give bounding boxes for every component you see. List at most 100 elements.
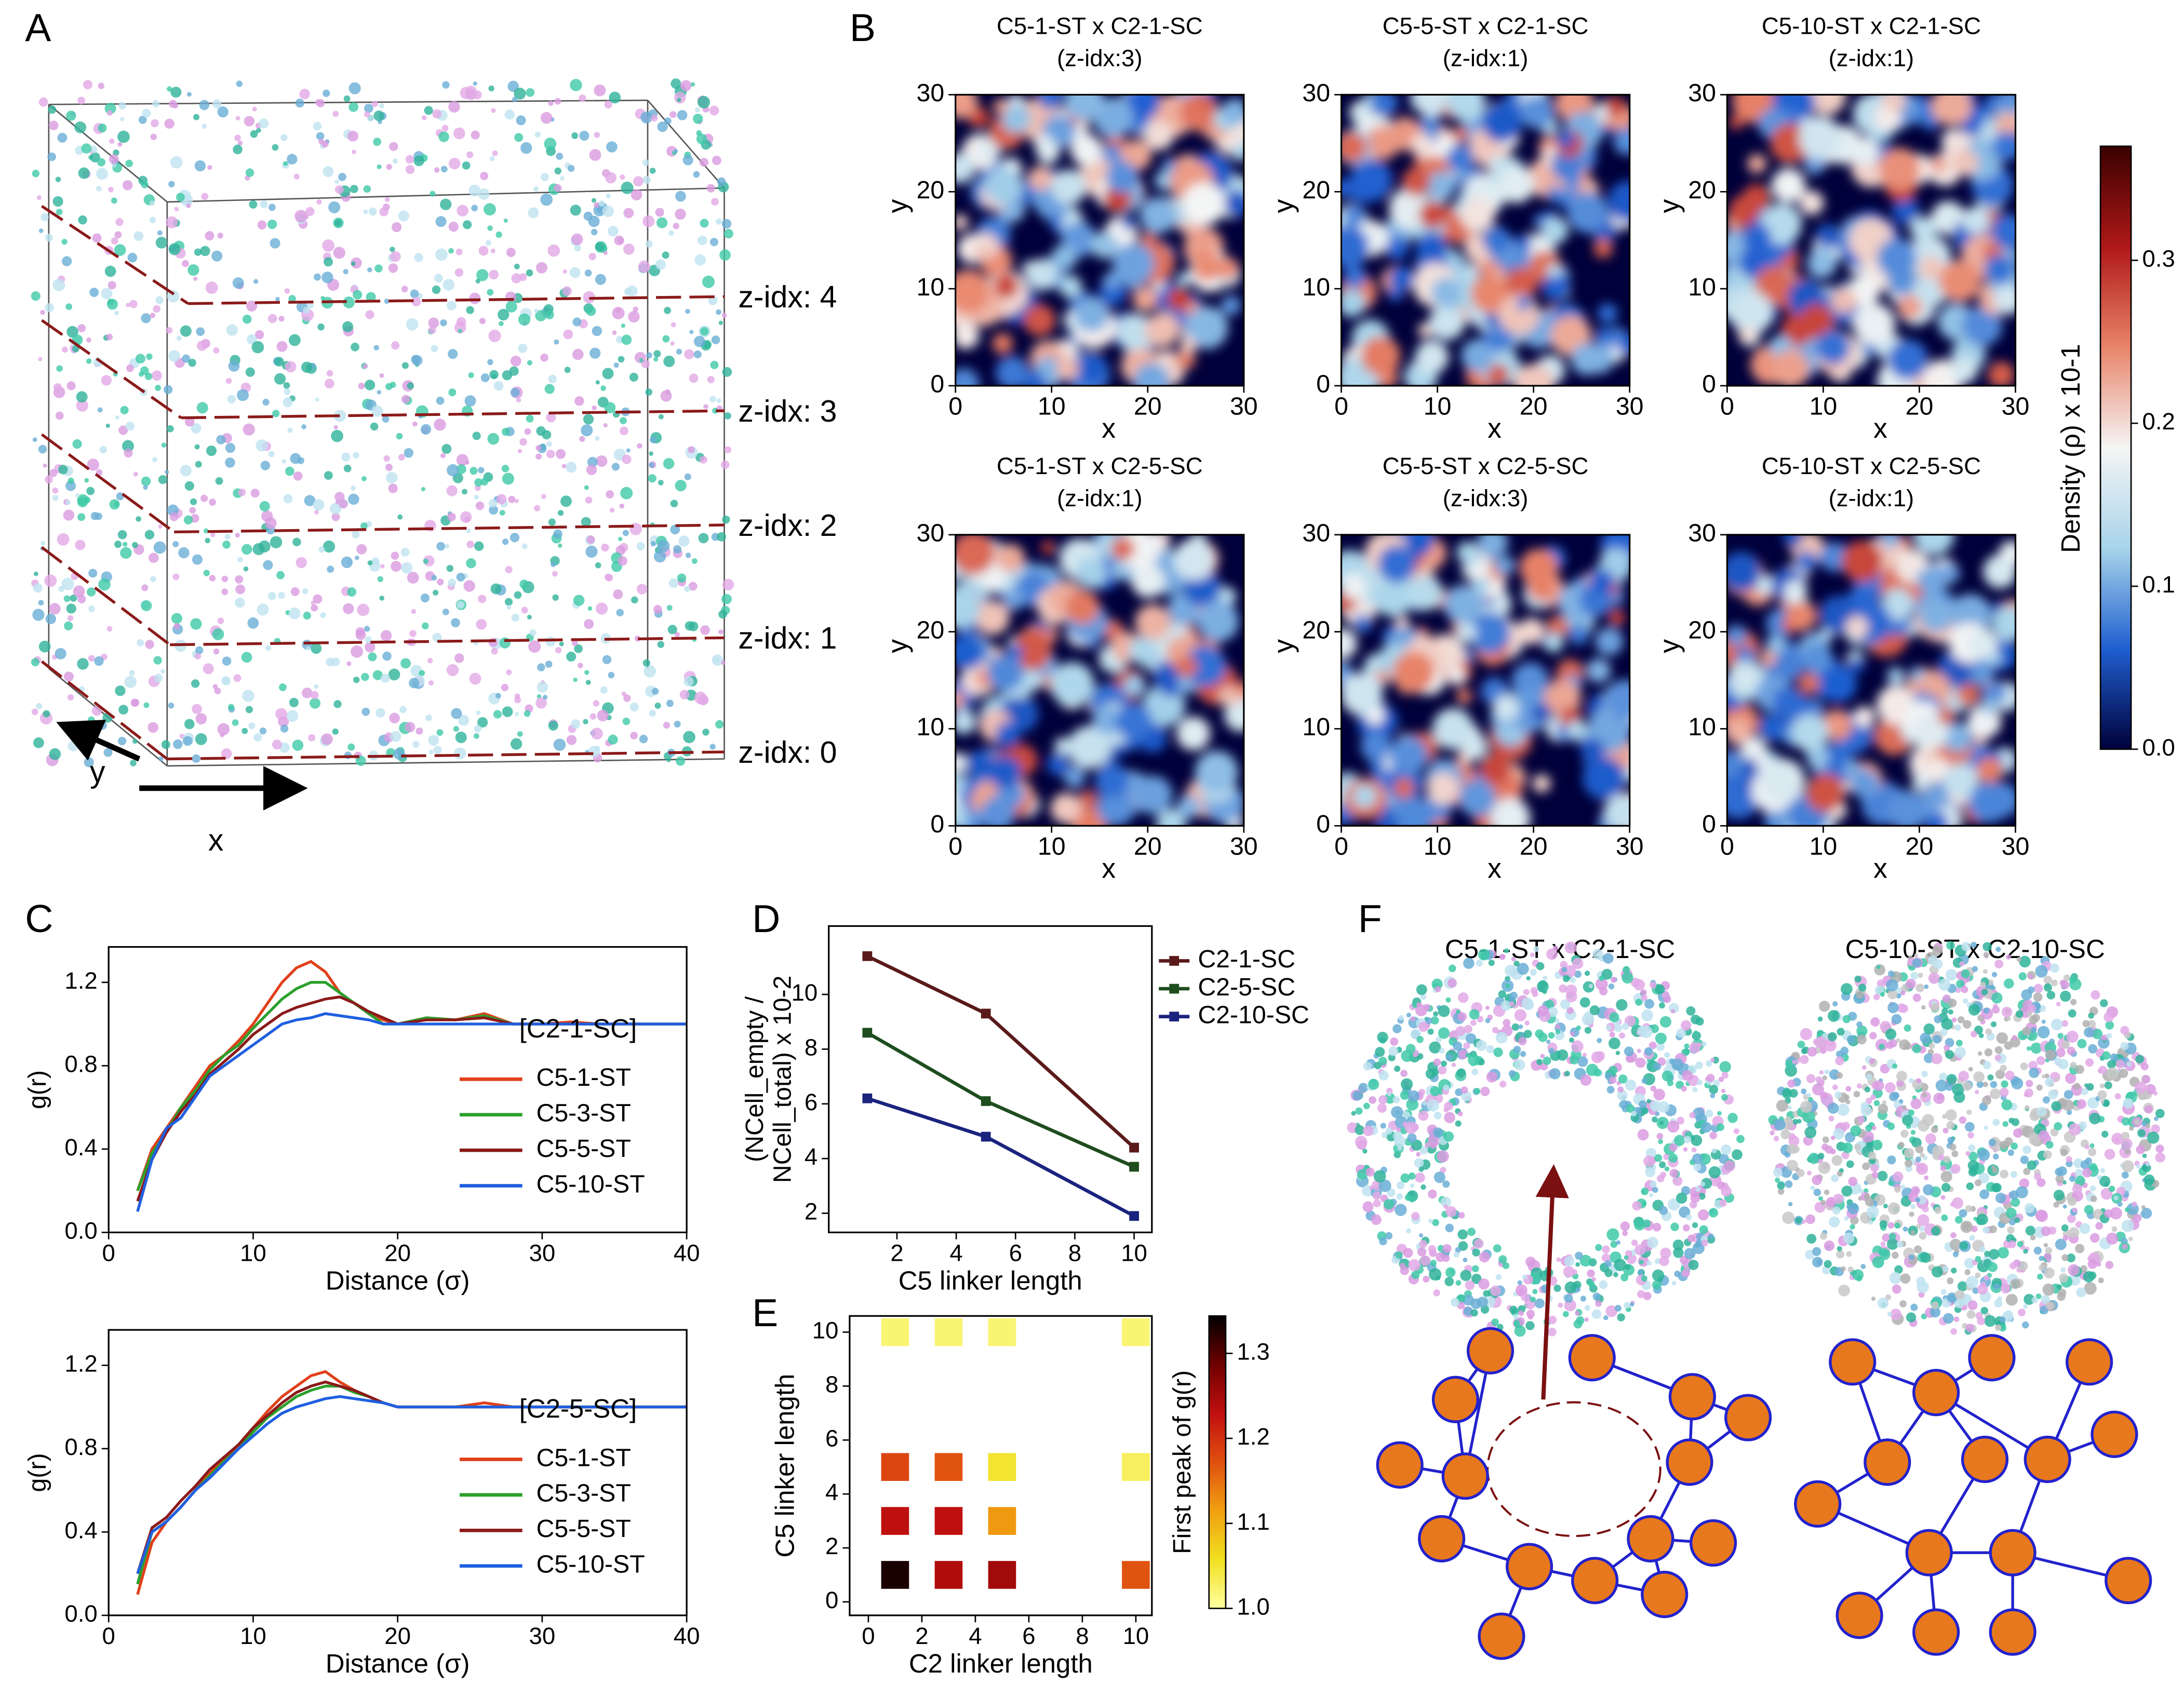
molecule-bead <box>56 177 61 182</box>
molecule-bead <box>2006 954 2011 960</box>
molecule-bead <box>1580 1296 1586 1301</box>
molecule-bead <box>516 398 521 402</box>
molecule-bead <box>2088 1044 2097 1054</box>
molecule-bead <box>1842 1122 1850 1129</box>
molecule-bead <box>410 290 419 299</box>
molecule-bead <box>2070 999 2076 1005</box>
density-blob <box>1547 264 1561 278</box>
molecule-bead <box>1878 1298 1888 1309</box>
molecule-bead <box>1417 1247 1426 1256</box>
molecule-bead <box>2000 1170 2008 1179</box>
molecule-bead <box>180 326 192 337</box>
y-tick-label: 0 <box>1702 370 1716 398</box>
molecule-bead <box>504 219 508 223</box>
molecule-bead <box>404 448 414 458</box>
molecule-bead <box>324 471 333 480</box>
molecule-bead <box>507 605 512 610</box>
molecule-bead <box>1400 1070 1408 1077</box>
molecule-bead <box>2142 1075 2151 1084</box>
density-blob <box>1224 190 1251 217</box>
molecule-bead <box>1841 1185 1852 1196</box>
molecule-bead <box>2036 1178 2045 1187</box>
molecule-bead <box>2012 1118 2019 1126</box>
molecule-bead <box>502 465 509 472</box>
molecule-bead <box>1486 1045 1494 1053</box>
molecule-bead <box>1709 1208 1718 1217</box>
molecule-bead <box>301 424 306 429</box>
molecule-bead <box>2055 1077 2059 1081</box>
molecule-bead <box>1964 1269 1970 1275</box>
molecule-bead <box>1887 1238 1898 1250</box>
density-blob <box>1378 545 1416 583</box>
molecule-bead <box>1858 983 1866 991</box>
molecule-bead <box>145 640 154 649</box>
molecule-bead <box>443 609 449 615</box>
molecule-bead <box>1421 1184 1426 1190</box>
molecule-bead <box>141 181 148 188</box>
molecule-bead <box>1683 1147 1688 1152</box>
molecule-bead <box>1942 1266 1949 1272</box>
molecule-bead <box>1580 997 1590 1007</box>
molecule-bead <box>195 646 203 654</box>
molecule-bead <box>64 622 73 630</box>
molecule-bead <box>447 486 458 496</box>
molecule-bead <box>554 738 566 751</box>
density-blob <box>1446 144 1473 172</box>
molecule-bead <box>1496 1032 1508 1044</box>
density-blob <box>1028 166 1053 190</box>
molecule-bead <box>291 587 300 596</box>
molecule-bead <box>351 645 363 658</box>
x-tick-label: 10 <box>1038 832 1066 860</box>
density-blob <box>1587 658 1611 683</box>
legend-label: C5-3-ST <box>536 1099 631 1127</box>
molecule-bead <box>1811 1185 1815 1190</box>
molecule-bead <box>1659 1206 1668 1215</box>
molecule-bead <box>631 597 638 604</box>
molecule-bead <box>1904 1042 1911 1050</box>
density-blob <box>1180 338 1197 354</box>
molecule-bead <box>448 388 456 396</box>
legend-label: C5-1-ST <box>536 1444 631 1472</box>
density-blob <box>1930 156 1947 173</box>
molecule-bead <box>81 143 91 154</box>
molecule-bead <box>1476 1040 1487 1051</box>
molecule-bead <box>259 118 269 128</box>
molecule-bead <box>654 550 666 562</box>
molecule-bead <box>393 158 398 164</box>
molecule-bead <box>1854 976 1861 982</box>
density-blob <box>1336 131 1367 163</box>
molecule-bead <box>424 106 433 115</box>
x-tick-label: 30 <box>529 1623 556 1649</box>
molecule-bead <box>1709 1131 1717 1139</box>
molecule-bead <box>1912 1044 1921 1053</box>
molecule-bead <box>2009 1190 2019 1199</box>
molecule-bead <box>1406 1229 1411 1234</box>
molecule-bead <box>1854 1091 1860 1098</box>
molecule-bead <box>1535 1299 1545 1309</box>
molecule-bead <box>427 658 433 664</box>
molecule-bead <box>2091 1195 2097 1202</box>
density-blob <box>1416 232 1447 263</box>
molecule-bead <box>2043 1284 2055 1296</box>
molecule-bead <box>558 510 564 516</box>
y-tick-label: 0 <box>1702 810 1716 838</box>
molecule-bead <box>136 354 145 363</box>
molecule-bead <box>554 98 561 105</box>
molecule-bead <box>478 595 486 603</box>
molecule-bead <box>1933 1035 1941 1044</box>
molecule-bead <box>1649 1193 1653 1197</box>
legend-label: C5-3-ST <box>536 1479 631 1507</box>
molecule-bead <box>390 247 395 252</box>
molecule-bead <box>2013 1128 2022 1138</box>
molecule-bead <box>1371 1215 1381 1225</box>
molecule-bead <box>1396 1251 1403 1259</box>
molecule-bead <box>401 562 412 574</box>
molecule-bead <box>115 218 123 226</box>
molecule-bead <box>717 398 721 403</box>
molecule-bead <box>1845 1099 1850 1104</box>
molecule-bead <box>562 286 572 296</box>
molecule-bead <box>1369 1096 1376 1104</box>
molecule-bead <box>72 439 82 449</box>
molecule-bead <box>2109 1185 2115 1192</box>
density-blob <box>1518 618 1545 644</box>
